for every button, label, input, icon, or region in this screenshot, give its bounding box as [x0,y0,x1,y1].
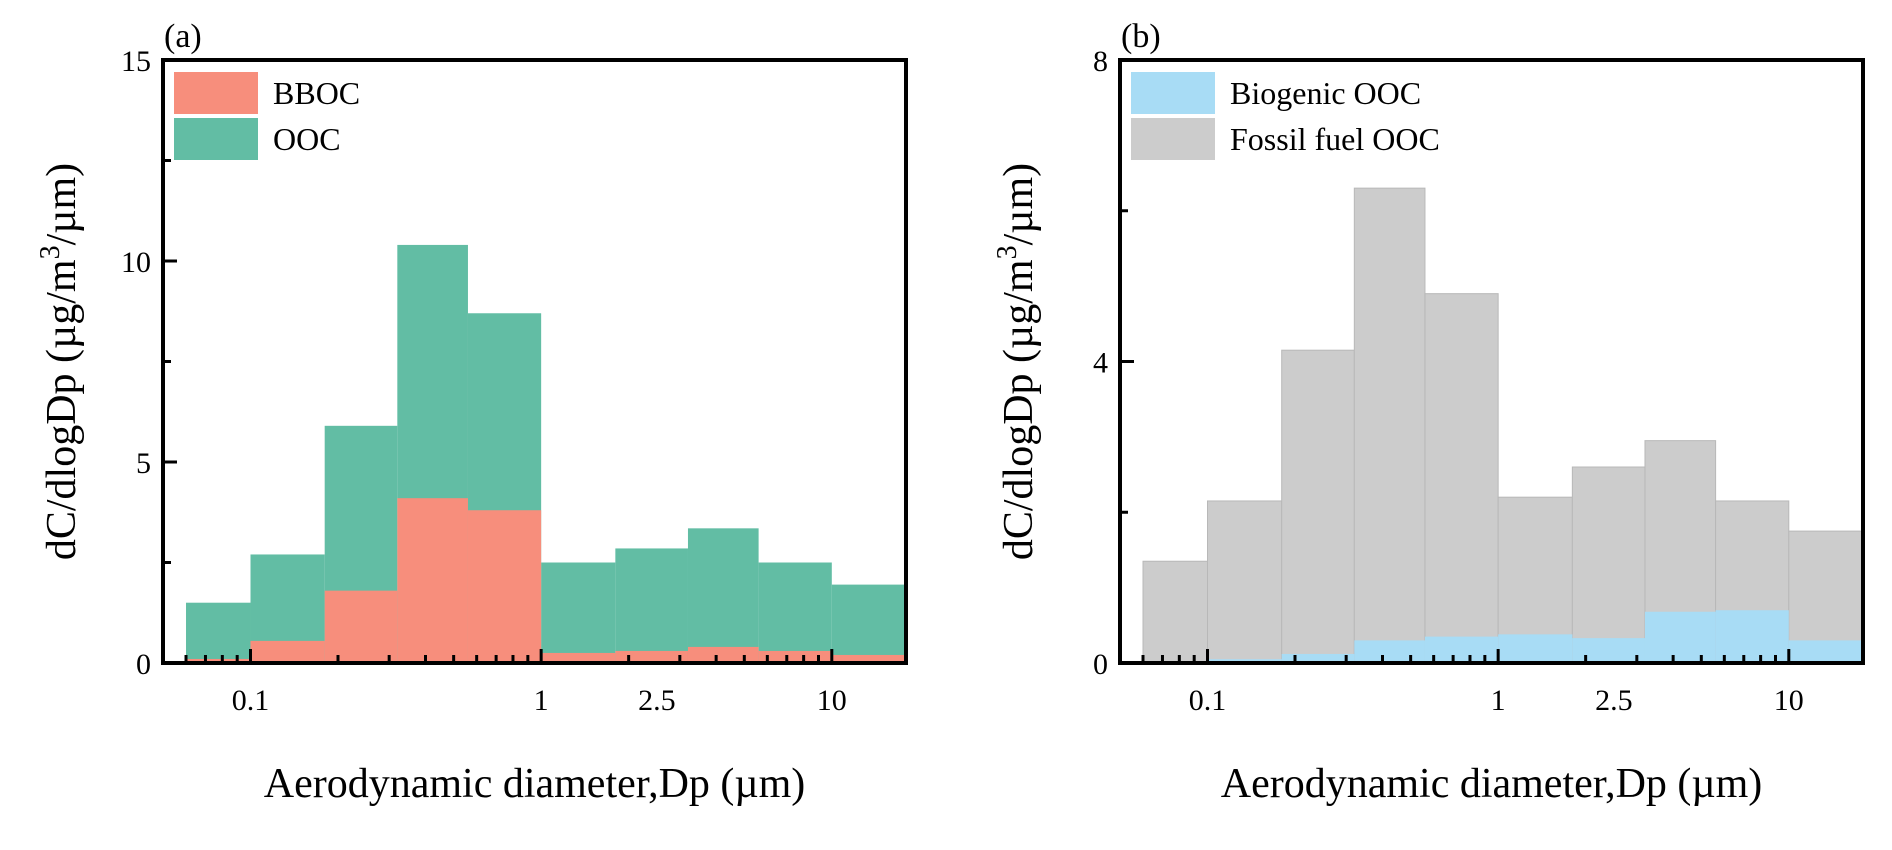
legend-label: Biogenic OOC [1230,75,1421,111]
bar [1715,610,1789,663]
bar [1424,636,1499,663]
bar [1354,640,1425,663]
bar [758,562,832,663]
legend-item: BBOC [174,72,360,114]
x-tick-label: 2.5 [638,684,676,717]
bar [186,658,251,663]
bar [397,498,468,663]
x-tick-label: 10 [817,684,847,717]
legend-item: Fossil fuel OOC [1131,118,1440,160]
y-tick-label: 5 [136,447,151,480]
panel-label: (a) [164,18,202,55]
legend-item: Biogenic OOC [1131,72,1421,114]
bar [1644,611,1716,663]
panel-b: 0 4 8 0.1 1 2.5 10 Aerodynamic diameter,Dp (µm)… [992,18,1865,807]
x-tick-label: 2.5 [1595,684,1633,717]
bar [687,528,759,663]
bar [1281,653,1355,663]
bar [467,510,542,663]
legend-swatch [174,118,258,160]
bar [324,590,398,663]
legend-item: OOC [174,118,341,160]
y-tick-label: 0 [1093,648,1108,681]
bar [1788,640,1863,663]
series-bboc [186,498,906,663]
bar [831,654,906,663]
legend-label: BBOC [273,75,360,111]
y-axis-title: dC/dlogDp (µg/m3/µm) [992,163,1042,560]
x-axis-title: Aerodynamic diameter,Dp (µm) [1221,761,1763,807]
series-fossil-fuel-ooc [1142,187,1864,664]
y-tick-label: 8 [1093,45,1108,78]
bar [1281,349,1355,664]
bar [541,562,616,663]
panel-a: 0 5 10 15 0.1 1 2.5 10 Aerodynamic diameter,Dp (… [35,18,908,807]
bar [1424,293,1499,664]
bar [1142,560,1208,664]
series-biogenic-ooc [1143,610,1863,663]
x-tick-label: 10 [1774,684,1804,717]
y-tick-label: 15 [121,45,151,78]
bar [615,650,688,663]
bar [1353,187,1426,664]
legend-label: Fossil fuel OOC [1230,121,1440,157]
bar [687,646,759,663]
legend-swatch [1131,72,1215,114]
y-axis-title: dC/dlogDp (µg/m3/µm) [35,163,85,560]
y-tick-label: 4 [1093,347,1108,380]
legend-label: OOC [273,121,341,157]
series-ooc [186,244,906,664]
bar [1207,500,1283,664]
x-tick-label: 0.1 [1189,684,1227,717]
bar [186,602,251,663]
bar [541,652,616,663]
x-tick-label: 0.1 [232,684,270,717]
bar [758,650,832,663]
x-tick-label: 1 [534,684,549,717]
bar [1571,466,1646,664]
bar [1498,634,1573,663]
bar [615,548,688,663]
panel-label: (b) [1121,18,1161,55]
bar [250,640,325,663]
x-tick-label: 1 [1491,684,1506,717]
bar [831,584,906,663]
y-tick-label: 0 [136,648,151,681]
x-axis-title: Aerodynamic diameter,Dp (µm) [264,761,806,807]
legend-swatch [1131,118,1215,160]
legend-swatch [174,72,258,114]
y-tick-label: 10 [121,246,151,279]
bar [1572,638,1645,663]
